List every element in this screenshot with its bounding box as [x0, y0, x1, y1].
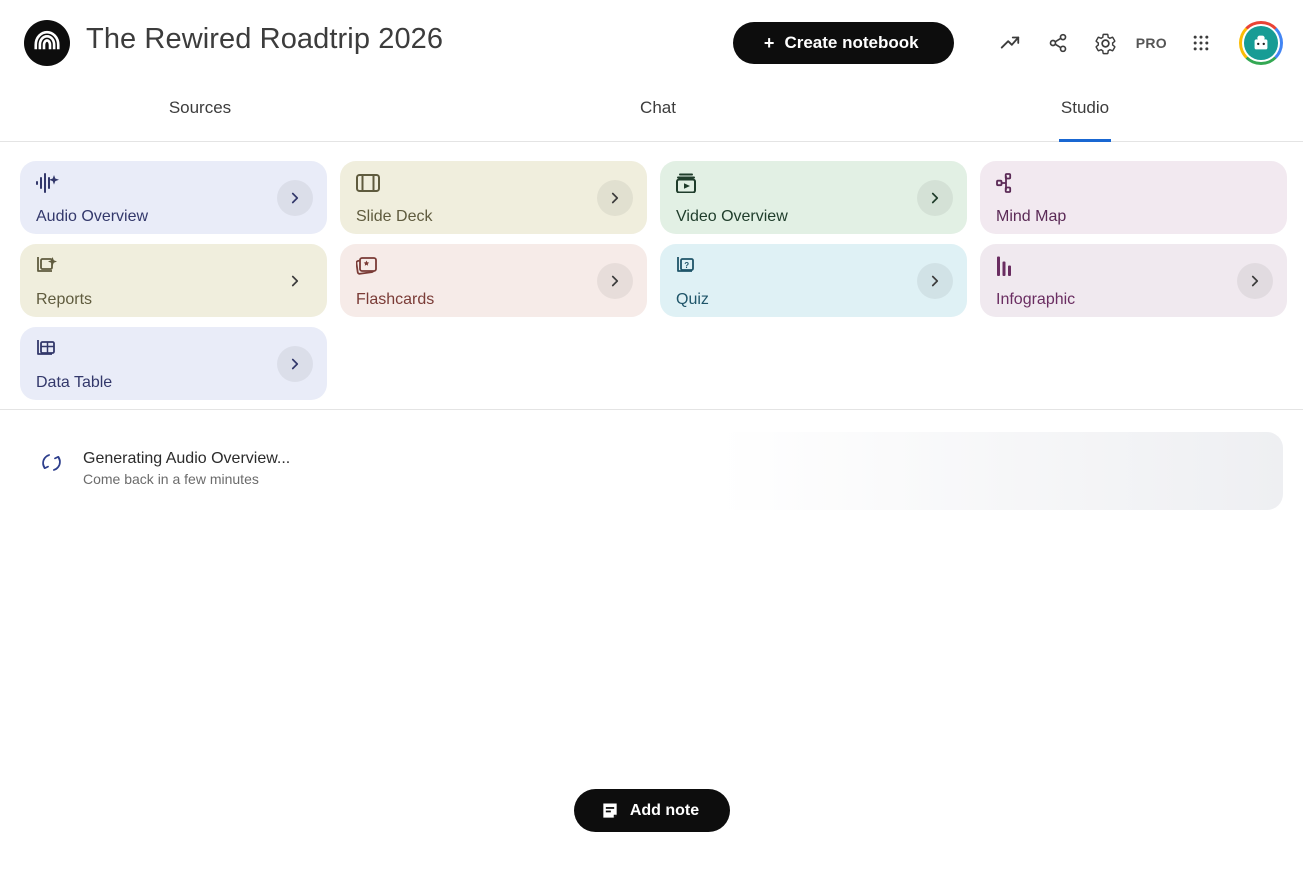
svg-text:?: ?: [684, 261, 689, 270]
